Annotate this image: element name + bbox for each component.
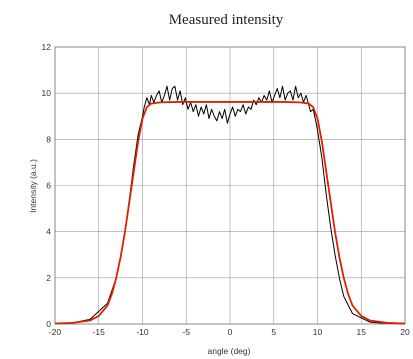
x-tick-label: -10	[136, 327, 149, 337]
y-tick-label: 2	[46, 273, 51, 283]
grid-lines	[54, 46, 406, 325]
y-axis-label: Intensity (a.u.)	[28, 159, 38, 213]
x-tick-label: -20	[49, 327, 62, 337]
y-tick-label: 6	[46, 181, 51, 191]
y-tick-label: 0	[46, 319, 51, 329]
plot-frame	[54, 46, 406, 325]
tick-labels: -20 -15 -10 -5 0 5 10 15 20 0 2 4 6 8 10 12	[42, 42, 410, 337]
x-tick-label: 20	[400, 327, 410, 337]
y-tick-label: 12	[42, 42, 52, 52]
x-tick-label: 0	[228, 327, 233, 337]
x-tick-label: -5	[182, 327, 190, 337]
x-tick-label: -15	[93, 327, 106, 337]
series-layer	[54, 85, 406, 325]
x-tick-label: 10	[313, 327, 323, 337]
y-tick-label: 10	[42, 88, 52, 98]
x-axis-label: angle (deg)	[207, 346, 250, 356]
measured-intensity-line	[54, 85, 406, 325]
x-tick-label: 5	[271, 327, 276, 337]
chart-title: Measured intensity	[169, 12, 284, 28]
fitted-intensity-line	[54, 101, 406, 325]
y-tick-label: 4	[46, 227, 51, 237]
x-tick-label: 15	[357, 327, 367, 337]
y-tick-label: 8	[46, 134, 51, 144]
